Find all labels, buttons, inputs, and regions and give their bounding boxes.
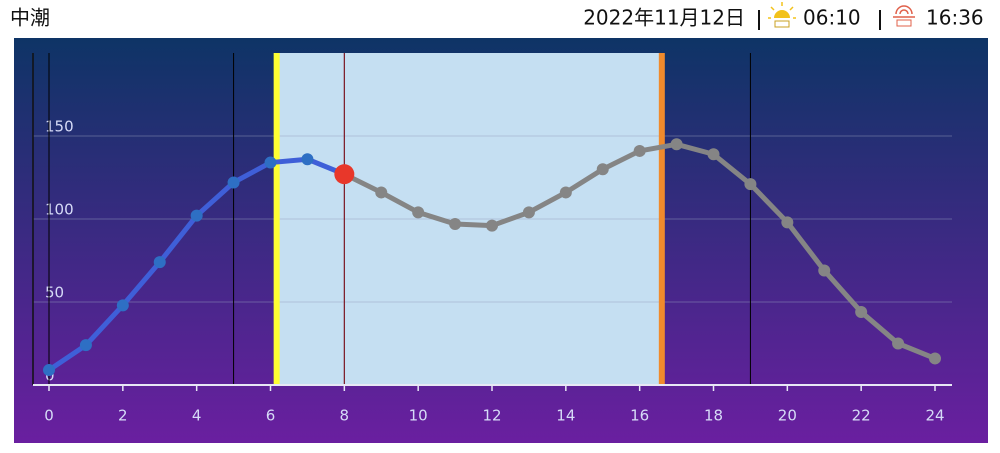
current-point (334, 164, 355, 185)
tide-point (116, 299, 129, 312)
date: 2022年11月12日 (583, 6, 745, 30)
x-tick-label: 6 (266, 407, 276, 425)
tide-point (264, 156, 277, 169)
daylight-band (276, 53, 662, 385)
x-tick-label: 8 (340, 407, 350, 425)
x-tick-label: 2 (118, 407, 128, 425)
sunset-time: 16:36 (926, 6, 984, 30)
sunrise-time: 06:10 (803, 6, 861, 30)
x-tick-label: 14 (556, 407, 575, 425)
tide-point (486, 219, 498, 232)
x-tick-label: 12 (482, 407, 501, 425)
sunset-icon (893, 5, 915, 27)
x-tick-label: 24 (925, 407, 944, 425)
tide-point (818, 264, 831, 277)
x-tick-label: 20 (778, 407, 797, 425)
x-tick-label: 10 (409, 407, 428, 425)
tide-point (301, 153, 314, 166)
x-tick-label: 4 (192, 407, 202, 425)
tide-point (855, 305, 868, 318)
plot: 050100150024681012141618202224 (32, 53, 952, 425)
tide-point (43, 364, 55, 377)
tide-point (559, 186, 572, 199)
tide-point (79, 339, 92, 352)
tide-point (412, 206, 425, 219)
tide-point (744, 178, 757, 191)
tide-point (153, 256, 166, 269)
tide-point (449, 217, 462, 230)
tide-type: 中潮 (10, 6, 50, 30)
y-tick-label: 150 (45, 118, 74, 136)
tide-point (633, 144, 646, 157)
x-tick-label: 18 (704, 407, 723, 425)
tide-point (781, 216, 794, 229)
tide-point (375, 186, 388, 199)
y-tick-label: 100 (45, 201, 74, 219)
x-tick-label: 16 (630, 407, 649, 425)
tide-point (892, 337, 905, 350)
tide-point (522, 206, 535, 219)
y-tick-label: 50 (45, 284, 64, 302)
tide-point (227, 176, 240, 189)
tide-point (190, 209, 203, 222)
sunrise-icon (768, 2, 796, 28)
tide-point (670, 138, 683, 151)
tide-point (596, 163, 609, 176)
tide-point (929, 352, 941, 365)
x-tick-label: 22 (852, 407, 871, 425)
tide-point (707, 148, 720, 161)
x-tick-label: 0 (44, 407, 54, 425)
